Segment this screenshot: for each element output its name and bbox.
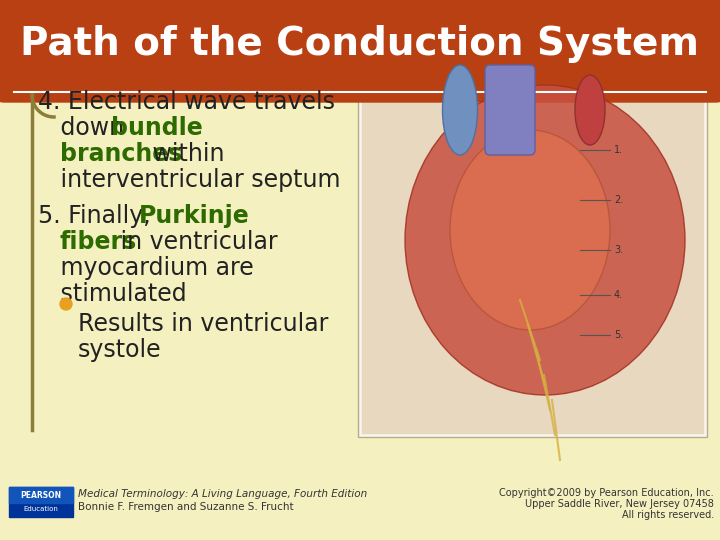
Text: 4. Electrical wave travels: 4. Electrical wave travels	[38, 90, 335, 114]
FancyBboxPatch shape	[485, 65, 535, 155]
FancyBboxPatch shape	[0, 0, 720, 102]
Ellipse shape	[450, 130, 610, 330]
FancyBboxPatch shape	[9, 487, 73, 517]
Text: 5.: 5.	[614, 330, 624, 340]
Text: 4.: 4.	[614, 290, 623, 300]
Ellipse shape	[575, 75, 605, 145]
Text: myocardium are: myocardium are	[38, 256, 253, 280]
Text: All rights reserved.: All rights reserved.	[622, 510, 714, 520]
Text: Results in ventricular: Results in ventricular	[78, 312, 328, 336]
Text: bundle: bundle	[111, 116, 203, 140]
Text: Bonnie F. Fremgen and Suzanne S. Frucht: Bonnie F. Fremgen and Suzanne S. Frucht	[78, 502, 294, 512]
Text: Upper Saddle River, New Jersey 07458: Upper Saddle River, New Jersey 07458	[525, 499, 714, 509]
Text: down: down	[38, 116, 132, 140]
Text: Purkinje: Purkinje	[139, 204, 250, 228]
Text: in ventricular: in ventricular	[113, 230, 278, 254]
Text: interventricular septum: interventricular septum	[38, 168, 341, 192]
Text: 3.: 3.	[614, 245, 623, 255]
Text: PEARSON: PEARSON	[20, 490, 62, 500]
Ellipse shape	[405, 85, 685, 395]
Text: stimulated: stimulated	[38, 282, 186, 306]
Text: Education: Education	[24, 506, 58, 512]
Text: fibers: fibers	[60, 230, 138, 254]
FancyBboxPatch shape	[9, 487, 73, 503]
Text: 1.: 1.	[614, 145, 623, 155]
Text: Copyright©2009 by Pearson Education, Inc.: Copyright©2009 by Pearson Education, Inc…	[500, 488, 714, 498]
Text: systole: systole	[78, 338, 161, 362]
Text: Path of the Conduction System: Path of the Conduction System	[20, 25, 699, 63]
Ellipse shape	[443, 65, 477, 155]
Text: 5. Finally,: 5. Finally,	[38, 204, 158, 228]
Text: branches: branches	[60, 142, 182, 166]
Text: within: within	[145, 142, 225, 166]
FancyBboxPatch shape	[358, 73, 707, 437]
Circle shape	[60, 298, 72, 310]
Text: 2.: 2.	[614, 195, 624, 205]
Text: Medical Terminology: A Living Language, Fourth Edition: Medical Terminology: A Living Language, …	[78, 489, 367, 499]
